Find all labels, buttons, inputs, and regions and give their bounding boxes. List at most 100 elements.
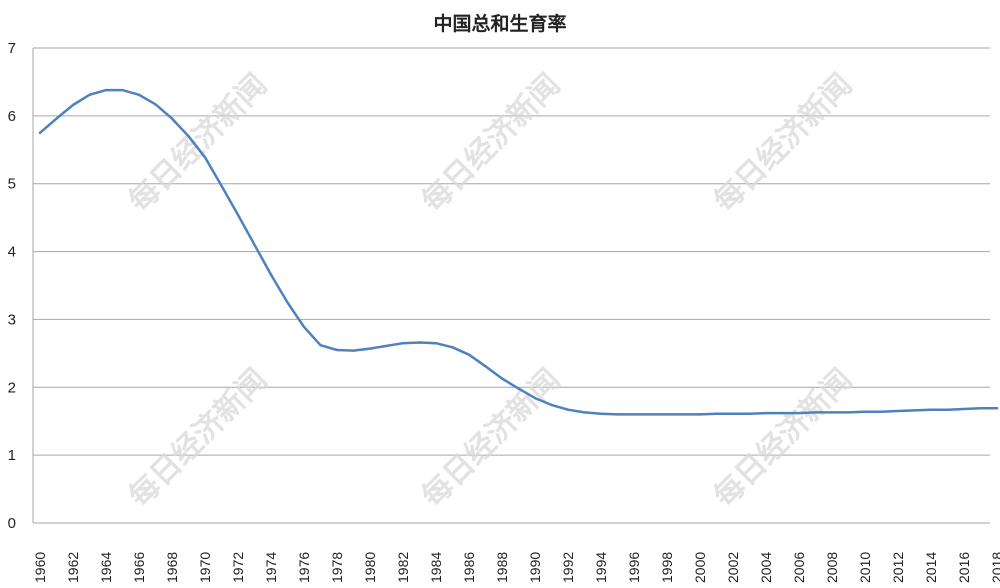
data-point bbox=[467, 353, 471, 356]
x-tick-label: 1992 bbox=[560, 552, 576, 583]
x-tick-label: 1966 bbox=[131, 552, 147, 583]
data-point bbox=[38, 131, 42, 135]
x-tick-label: 1964 bbox=[98, 552, 114, 583]
data-point bbox=[962, 407, 966, 411]
data-point bbox=[418, 341, 421, 344]
data-point bbox=[71, 103, 75, 107]
y-tick-label: 3 bbox=[8, 311, 16, 328]
x-tick-label: 2004 bbox=[758, 552, 774, 583]
data-point bbox=[599, 412, 603, 415]
data-point bbox=[236, 213, 240, 217]
y-tick-label: 7 bbox=[8, 40, 16, 57]
data-point bbox=[401, 341, 405, 345]
x-tick-label: 1968 bbox=[164, 552, 180, 583]
data-point bbox=[187, 135, 190, 138]
data-point bbox=[137, 93, 141, 97]
data-point bbox=[731, 412, 735, 415]
x-tick-label: 2014 bbox=[923, 552, 939, 583]
data-point bbox=[913, 409, 916, 412]
x-tick-label: 1984 bbox=[428, 552, 444, 583]
data-point bbox=[880, 410, 883, 413]
x-tick-label: 1962 bbox=[65, 552, 81, 583]
data-point bbox=[533, 396, 537, 400]
x-tick-label: 2002 bbox=[725, 552, 741, 583]
x-tick-label: 1974 bbox=[263, 552, 279, 583]
data-point bbox=[896, 409, 900, 413]
watermark-text: 每日经济新闻 bbox=[415, 362, 567, 514]
y-axis: 0 1 2 3 4 5 6 7 bbox=[8, 40, 16, 532]
data-point bbox=[781, 411, 784, 415]
watermark-text: 每日经济新闻 bbox=[122, 362, 274, 514]
data-point bbox=[649, 413, 652, 416]
data-point bbox=[797, 411, 801, 415]
data-point bbox=[665, 413, 669, 416]
x-tick-label: 2018 bbox=[989, 552, 1000, 583]
data-point bbox=[302, 325, 306, 329]
y-tick-label: 6 bbox=[8, 108, 16, 125]
data-point bbox=[517, 387, 520, 390]
data-point bbox=[484, 365, 487, 368]
data-point bbox=[154, 103, 157, 106]
data-point bbox=[616, 413, 619, 416]
x-tick-label: 1976 bbox=[296, 552, 312, 583]
data-point bbox=[500, 377, 504, 380]
data-point bbox=[550, 403, 553, 407]
data-point bbox=[814, 411, 817, 414]
x-tick-label: 1970 bbox=[197, 552, 213, 583]
x-tick-label: 1972 bbox=[230, 552, 246, 583]
data-point bbox=[170, 117, 174, 120]
y-tick-label: 0 bbox=[8, 515, 16, 532]
x-tick-label: 2010 bbox=[857, 552, 873, 583]
y-tick-label: 1 bbox=[8, 447, 16, 464]
data-point bbox=[352, 349, 355, 352]
x-tick-label: 2008 bbox=[824, 552, 840, 583]
data-point bbox=[946, 408, 949, 411]
data-point bbox=[583, 411, 586, 414]
data-point bbox=[253, 243, 256, 246]
x-tick-label: 1986 bbox=[461, 552, 477, 583]
watermark-text: 每日经济新闻 bbox=[707, 67, 859, 219]
x-tick-label: 1998 bbox=[659, 552, 675, 583]
data-point bbox=[715, 412, 718, 415]
data-point bbox=[847, 411, 850, 414]
data-point bbox=[979, 407, 982, 410]
x-tick-label: 2012 bbox=[890, 552, 906, 583]
x-tick-label: 2016 bbox=[956, 552, 972, 583]
y-tick-label: 5 bbox=[8, 176, 16, 193]
data-point bbox=[451, 346, 454, 349]
x-axis: 1960 1962 1964 1966 1968 1970 1972 1974 1976 1978… bbox=[32, 552, 1000, 583]
data-point bbox=[434, 341, 438, 345]
data-point bbox=[88, 93, 91, 97]
data-point bbox=[55, 117, 58, 120]
x-tick-label: 1994 bbox=[593, 552, 609, 583]
y-tick-label: 4 bbox=[8, 244, 16, 261]
x-tick-label: 2000 bbox=[692, 552, 708, 583]
data-point bbox=[830, 411, 834, 414]
data-point bbox=[203, 156, 207, 159]
gridlines bbox=[32, 47, 990, 524]
data-point bbox=[385, 344, 388, 348]
data-point bbox=[566, 408, 570, 411]
chart-title: 中国总和生育率 bbox=[433, 12, 566, 35]
data-point bbox=[335, 348, 339, 352]
x-tick-label: 1988 bbox=[494, 552, 510, 583]
x-tick-label: 1980 bbox=[362, 552, 378, 583]
data-point bbox=[764, 411, 768, 415]
data-point bbox=[220, 184, 223, 187]
y-tick-label: 2 bbox=[8, 379, 16, 396]
x-tick-label: 1960 bbox=[32, 552, 48, 583]
data-point bbox=[104, 88, 108, 92]
data-point bbox=[632, 413, 636, 416]
watermark-text: 每日经济新闻 bbox=[415, 67, 567, 219]
series-layer bbox=[38, 88, 999, 416]
data-point bbox=[368, 347, 372, 350]
data-point bbox=[863, 410, 867, 413]
x-tick-label: 2006 bbox=[791, 552, 807, 583]
x-tick-label: 1978 bbox=[329, 552, 345, 583]
data-point bbox=[995, 407, 999, 410]
data-point bbox=[929, 408, 933, 411]
data-point bbox=[698, 413, 702, 416]
x-tick-label: 1982 bbox=[395, 552, 411, 583]
